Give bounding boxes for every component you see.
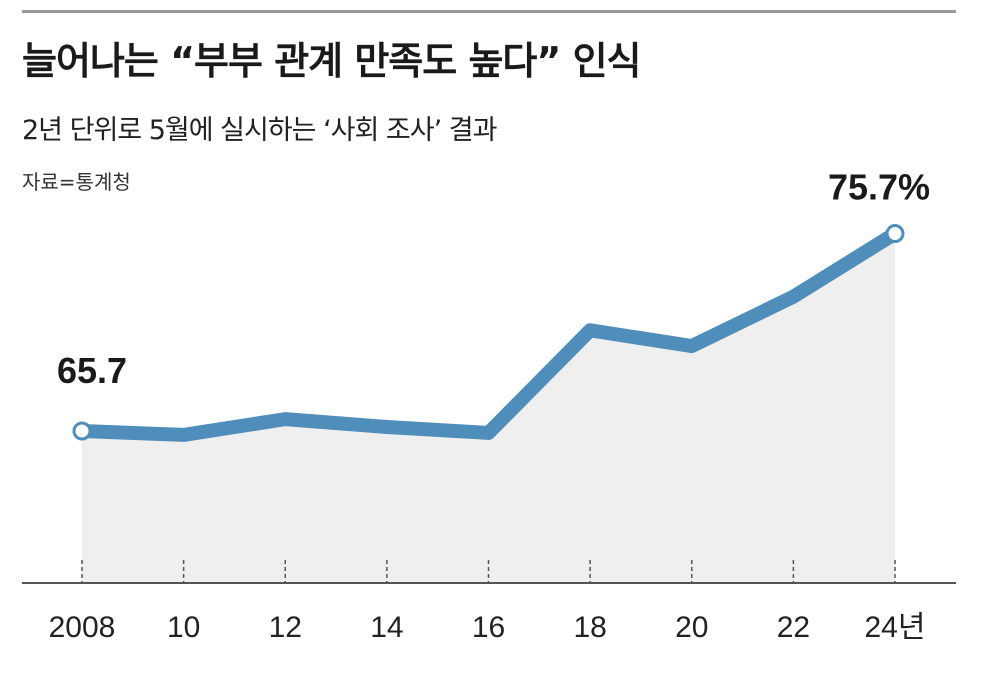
x-tick-label: 10	[167, 611, 200, 644]
x-tick-label: 14	[370, 611, 403, 644]
x-tick-label: 24년	[865, 611, 926, 644]
data-label: 75.7%	[828, 167, 930, 208]
x-tick-label: 18	[573, 611, 606, 644]
x-axis: 2008 10 12 14 16 18 20 22 24년	[22, 560, 956, 644]
label-layer: 65.7 75.7%	[57, 167, 930, 391]
source-note: 자료=통계청	[22, 170, 131, 194]
area-fill	[82, 233, 895, 584]
series-line	[75, 226, 902, 442]
data-point-marker	[72, 421, 92, 441]
x-tick-label: 20	[675, 611, 708, 644]
data-label: 65.7	[57, 350, 127, 391]
top-rule	[22, 10, 956, 13]
x-tick-label: 16	[472, 611, 505, 644]
x-tick-label: 2008	[49, 611, 116, 644]
data-point-marker	[885, 224, 905, 244]
chart-title: 늘어나는 “부부 관계 만족도 높다” 인식	[22, 39, 641, 83]
chart-subtitle: 2년 단위로 5월에 실시하는 ‘사회 조사’ 결과	[22, 115, 497, 146]
x-tick-label: 22	[777, 611, 810, 644]
point-layer	[72, 224, 905, 441]
area-layer	[82, 233, 895, 584]
line-layer	[75, 226, 902, 442]
x-tick-label: 12	[269, 611, 302, 644]
